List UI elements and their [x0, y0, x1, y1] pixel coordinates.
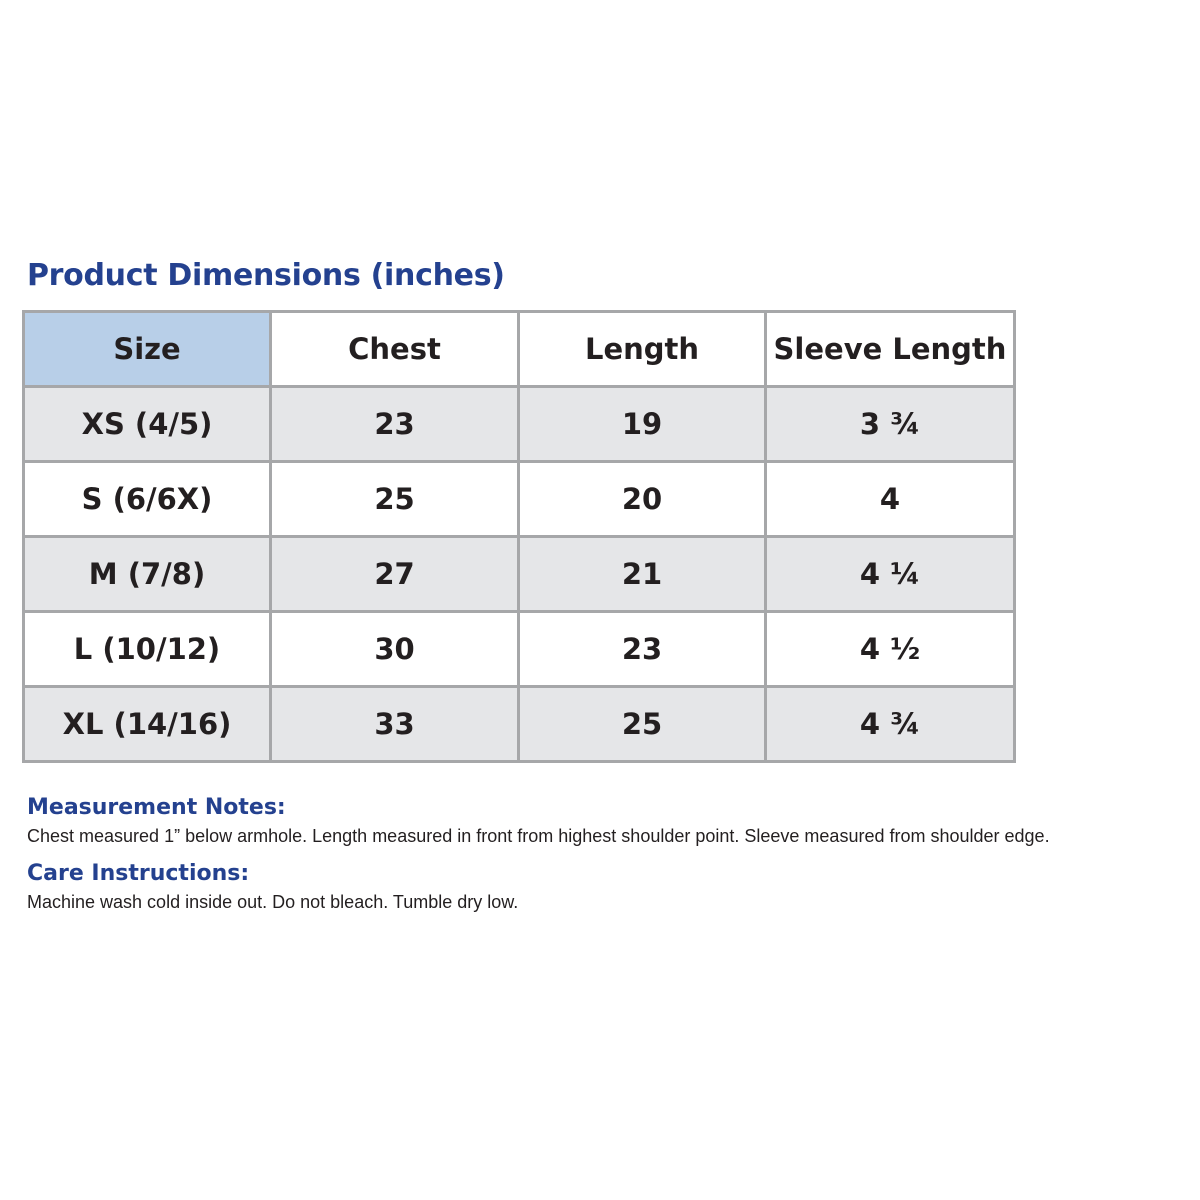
cell-length: 23: [517, 610, 767, 688]
table-row: M (7/8) 27 21 4 ¼: [22, 535, 1016, 613]
header-length: Length: [517, 310, 767, 388]
care-instructions-text: Machine wash cold inside out. Do not ble…: [27, 892, 519, 912]
care-instructions-heading: Care Instructions:: [27, 861, 250, 886]
measurement-notes-text: Chest measured 1” below armhole. Length …: [27, 826, 1050, 846]
cell-size: XS (4/5): [22, 385, 272, 463]
cell-sleeve-length: 4 ½: [764, 610, 1016, 688]
measurement-notes-heading: Measurement Notes:: [27, 795, 286, 820]
cell-chest: 33: [269, 685, 520, 763]
cell-length: 19: [517, 385, 767, 463]
cell-sleeve-length: 3 ¾: [764, 385, 1016, 463]
page-title: Product Dimensions (inches): [27, 258, 505, 293]
cell-length: 21: [517, 535, 767, 613]
cell-size: S (6/6X): [22, 460, 272, 538]
size-chart-table: Size Chest Length Sleeve Length XS (4/5)…: [22, 310, 1016, 763]
header-chest: Chest: [269, 310, 520, 388]
cell-sleeve-length: 4: [764, 460, 1016, 538]
cell-size: XL (14/16): [22, 685, 272, 763]
header-sleeve-length: Sleeve Length: [764, 310, 1016, 388]
cell-sleeve-length: 4 ¾: [764, 685, 1016, 763]
cell-chest: 23: [269, 385, 520, 463]
cell-size: L (10/12): [22, 610, 272, 688]
table-row: S (6/6X) 25 20 4: [22, 460, 1016, 538]
table-row: XL (14/16) 33 25 4 ¾: [22, 685, 1016, 763]
cell-length: 25: [517, 685, 767, 763]
table-header-row: Size Chest Length Sleeve Length: [22, 310, 1016, 388]
header-size: Size: [22, 310, 272, 388]
table-row: XS (4/5) 23 19 3 ¾: [22, 385, 1016, 463]
cell-length: 20: [517, 460, 767, 538]
cell-chest: 25: [269, 460, 520, 538]
cell-chest: 30: [269, 610, 520, 688]
cell-size: M (7/8): [22, 535, 272, 613]
table-row: L (10/12) 30 23 4 ½: [22, 610, 1016, 688]
cell-chest: 27: [269, 535, 520, 613]
cell-sleeve-length: 4 ¼: [764, 535, 1016, 613]
